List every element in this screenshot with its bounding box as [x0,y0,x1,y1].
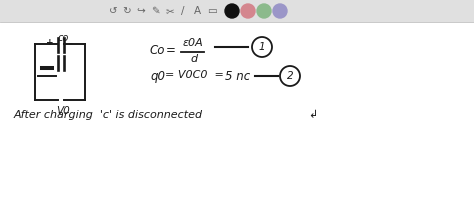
Text: ε0A: ε0A [183,38,204,48]
Text: ▭: ▭ [207,6,217,16]
Circle shape [225,4,239,18]
Text: ↺: ↺ [109,6,118,16]
Text: =: = [166,44,176,57]
Text: +: + [46,38,54,47]
Text: 2: 2 [287,71,293,81]
Text: ↻: ↻ [123,6,131,16]
Text: /: / [181,6,185,16]
Text: 1: 1 [259,42,265,52]
Circle shape [252,37,272,57]
Circle shape [280,66,300,86]
Text: -: - [68,38,72,48]
Circle shape [257,4,271,18]
Text: V0: V0 [56,106,70,116]
Text: = V0C0  =: = V0C0 = [165,70,224,80]
Text: A: A [193,6,201,16]
Text: q0: q0 [150,70,165,83]
Text: 5 nc: 5 nc [225,70,250,83]
Bar [0,0,474,22]
Circle shape [273,4,287,18]
Text: ✂: ✂ [165,6,174,16]
Text: d: d [190,54,197,64]
Text: Co: Co [150,44,165,57]
Text: After charging  'c' is disconnected: After charging 'c' is disconnected [14,110,203,120]
Text: co: co [57,33,69,43]
Text: ✎: ✎ [151,6,159,16]
Text: ↲: ↲ [308,110,318,120]
Circle shape [241,4,255,18]
Text: ↪: ↪ [137,6,146,16]
